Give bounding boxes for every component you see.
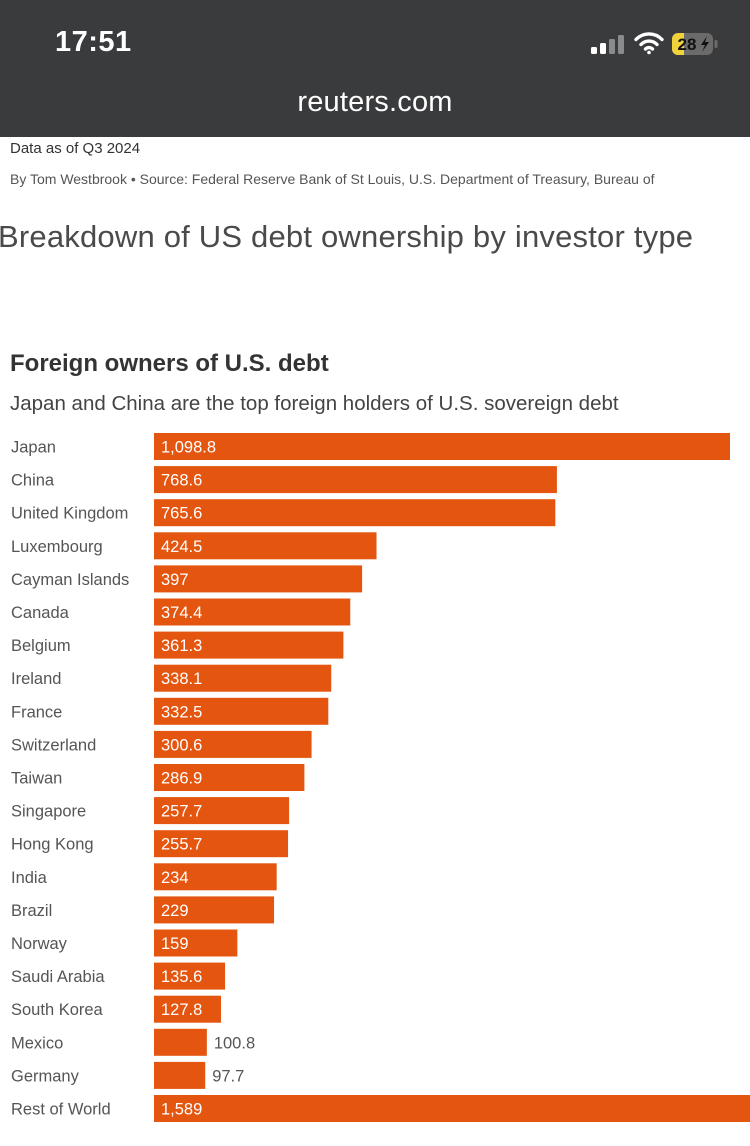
value-label: 374.4 bbox=[161, 604, 202, 622]
value-label: 159 bbox=[161, 935, 189, 953]
value-label: 397 bbox=[161, 571, 189, 589]
bar bbox=[154, 1095, 750, 1122]
category-label: Belgium bbox=[11, 637, 71, 655]
value-label: 97.7 bbox=[212, 1067, 244, 1085]
browser-chrome: 17:51 28 reuters.com bbox=[0, 0, 750, 137]
value-label: 424.5 bbox=[161, 538, 202, 556]
bar bbox=[154, 433, 730, 460]
value-label: 127.8 bbox=[161, 1001, 202, 1019]
category-label: Cayman Islands bbox=[11, 571, 129, 589]
category-label: Germany bbox=[11, 1067, 80, 1085]
value-label: 332.5 bbox=[161, 703, 202, 721]
battery-level: 28 bbox=[678, 35, 697, 54]
status-time: 17:51 bbox=[55, 26, 132, 58]
category-label: Singapore bbox=[11, 803, 86, 821]
battery-charging-icon: 28 bbox=[672, 33, 718, 55]
bar bbox=[154, 962, 226, 990]
category-label: Saudi Arabia bbox=[11, 968, 105, 986]
category-label: South Korea bbox=[11, 1001, 104, 1019]
wifi-icon bbox=[634, 32, 664, 55]
value-label: 300.6 bbox=[161, 736, 202, 754]
bar bbox=[154, 532, 377, 560]
bar bbox=[154, 797, 290, 825]
address-bar-url[interactable]: reuters.com bbox=[297, 86, 453, 118]
value-label: 338.1 bbox=[161, 670, 202, 688]
category-label: Switzerland bbox=[11, 736, 96, 754]
bar bbox=[154, 499, 556, 527]
bar-chart: Japan 1,098.8 China 768.6 United Kingdom 765.… bbox=[11, 433, 750, 1122]
value-label: 765.6 bbox=[161, 505, 202, 523]
byline-source: By Tom Westbrook • Source: Federal Reser… bbox=[10, 171, 655, 187]
value-label: 255.7 bbox=[161, 836, 202, 854]
category-label: Canada bbox=[11, 604, 70, 622]
value-label: 1,589 bbox=[161, 1101, 202, 1119]
category-label: Japan bbox=[11, 439, 56, 457]
data-dateline: Data as of Q3 2024 bbox=[10, 140, 141, 157]
bar bbox=[154, 764, 305, 791]
value-label: 768.6 bbox=[161, 472, 202, 490]
category-label: Taiwan bbox=[11, 770, 62, 788]
category-label: Hong Kong bbox=[11, 836, 94, 854]
value-label: 257.7 bbox=[161, 803, 202, 821]
value-label: 135.6 bbox=[161, 968, 202, 986]
value-label: 1,098.8 bbox=[161, 439, 216, 457]
category-label: Brazil bbox=[11, 902, 52, 920]
value-label: 286.9 bbox=[161, 770, 202, 788]
bar bbox=[154, 697, 329, 725]
category-label: France bbox=[11, 703, 62, 721]
category-label: Luxembourg bbox=[11, 538, 103, 556]
bar bbox=[154, 896, 275, 924]
chart-subtitle: Japan and China are the top foreign hold… bbox=[10, 392, 619, 415]
category-label: Norway bbox=[11, 935, 68, 953]
category-label: United Kingdom bbox=[11, 505, 128, 523]
bar bbox=[154, 631, 344, 659]
bar bbox=[154, 664, 332, 692]
chart-title: Foreign owners of U.S. debt bbox=[10, 350, 329, 377]
bar bbox=[154, 863, 277, 891]
bar bbox=[154, 830, 289, 858]
value-label: 361.3 bbox=[161, 637, 202, 655]
bar bbox=[154, 929, 238, 957]
category-label: Ireland bbox=[11, 670, 61, 688]
bar bbox=[154, 565, 363, 593]
value-label: 229 bbox=[161, 902, 189, 920]
bar bbox=[154, 995, 221, 1023]
section-title: Breakdown of US debt ownership by invest… bbox=[0, 219, 694, 254]
category-label: Rest of World bbox=[11, 1101, 111, 1119]
bar bbox=[154, 466, 557, 494]
bar bbox=[154, 1028, 207, 1056]
bar bbox=[154, 598, 351, 626]
category-label: China bbox=[11, 472, 55, 490]
category-label: India bbox=[11, 869, 48, 887]
bar bbox=[154, 730, 312, 758]
value-label: 234 bbox=[161, 869, 189, 887]
cellular-signal-icon bbox=[591, 35, 624, 54]
category-label: Mexico bbox=[11, 1034, 63, 1052]
value-label: 100.8 bbox=[214, 1034, 255, 1052]
bar bbox=[154, 1061, 206, 1089]
